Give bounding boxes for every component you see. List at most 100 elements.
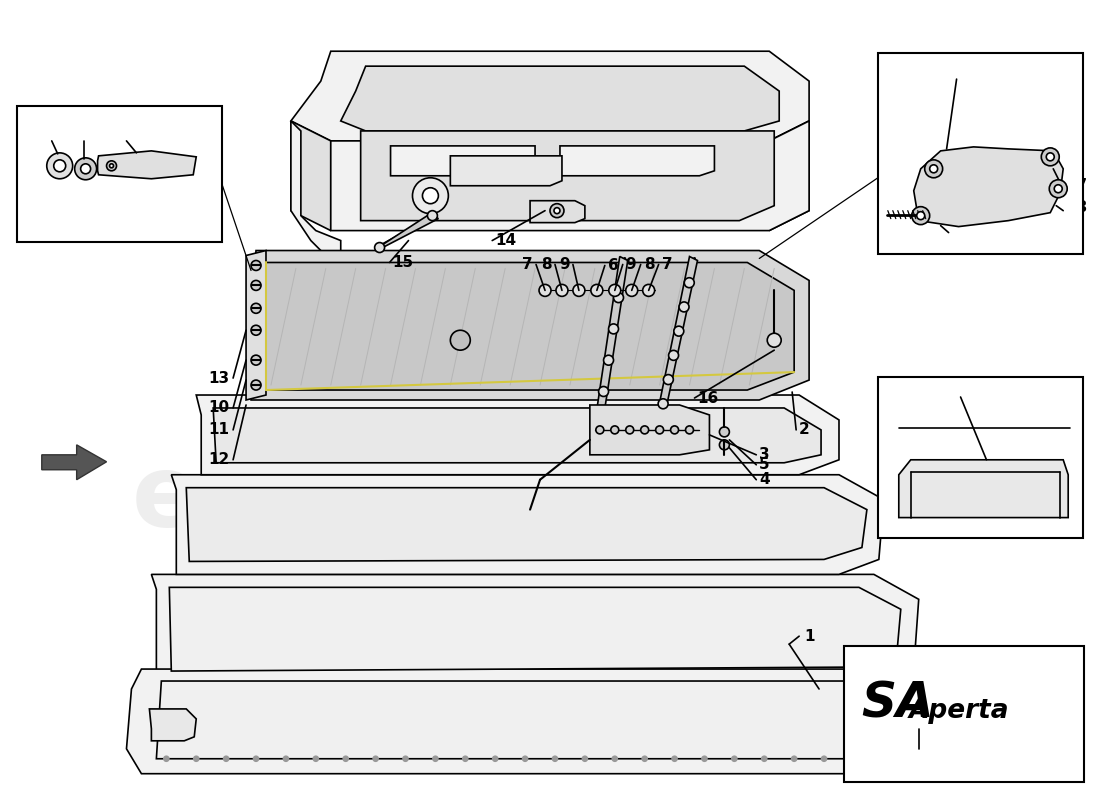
Text: 9: 9	[559, 257, 570, 272]
Circle shape	[702, 756, 707, 762]
Text: 15: 15	[393, 255, 414, 270]
Text: 19: 19	[944, 229, 965, 244]
Circle shape	[912, 206, 930, 225]
Circle shape	[762, 756, 767, 762]
Circle shape	[433, 756, 438, 762]
Circle shape	[375, 242, 385, 253]
Circle shape	[679, 302, 689, 312]
Circle shape	[642, 756, 647, 762]
Text: I POD: I POD	[948, 406, 1009, 426]
Circle shape	[539, 285, 551, 296]
Text: 7: 7	[661, 257, 672, 272]
Circle shape	[608, 285, 620, 296]
Polygon shape	[266, 262, 794, 390]
Polygon shape	[899, 460, 1068, 518]
Circle shape	[75, 158, 97, 180]
Polygon shape	[341, 66, 779, 131]
Circle shape	[916, 212, 925, 220]
Circle shape	[930, 165, 937, 173]
Circle shape	[314, 756, 318, 762]
Circle shape	[1042, 148, 1059, 166]
Text: Aperta: Aperta	[909, 698, 1010, 724]
Polygon shape	[246, 250, 266, 400]
Circle shape	[671, 426, 679, 434]
Text: 23: 23	[908, 747, 930, 762]
Text: 17: 17	[1066, 178, 1087, 194]
Text: 5: 5	[759, 458, 770, 472]
Circle shape	[54, 160, 66, 172]
Polygon shape	[656, 257, 697, 422]
Polygon shape	[290, 121, 331, 230]
Polygon shape	[290, 121, 341, 261]
Polygon shape	[196, 395, 839, 474]
Text: 3: 3	[759, 447, 770, 462]
Text: 24: 24	[948, 386, 970, 401]
FancyBboxPatch shape	[878, 377, 1084, 538]
Circle shape	[251, 355, 261, 365]
Circle shape	[284, 756, 288, 762]
Text: 2: 2	[799, 422, 810, 438]
Circle shape	[608, 324, 618, 334]
Circle shape	[674, 326, 684, 336]
Polygon shape	[169, 587, 901, 671]
Circle shape	[251, 281, 261, 290]
Circle shape	[253, 756, 258, 762]
Circle shape	[223, 756, 229, 762]
Text: 7: 7	[522, 257, 534, 272]
Circle shape	[550, 204, 564, 218]
Circle shape	[522, 756, 528, 762]
Polygon shape	[361, 131, 774, 221]
Circle shape	[604, 355, 614, 365]
Circle shape	[719, 427, 729, 437]
Polygon shape	[156, 681, 911, 758]
Polygon shape	[152, 574, 918, 684]
Polygon shape	[290, 51, 810, 141]
Circle shape	[556, 285, 568, 296]
Circle shape	[732, 756, 737, 762]
Text: SA: SA	[861, 680, 934, 728]
Circle shape	[463, 756, 467, 762]
Circle shape	[450, 330, 471, 350]
Polygon shape	[150, 709, 196, 741]
Text: 9: 9	[626, 257, 637, 272]
Text: 20: 20	[114, 130, 136, 145]
Polygon shape	[376, 214, 439, 249]
Polygon shape	[530, 201, 585, 222]
Circle shape	[47, 153, 73, 178]
Text: 1: 1	[804, 629, 815, 644]
Circle shape	[251, 326, 261, 335]
Text: 10: 10	[208, 401, 229, 415]
Circle shape	[251, 380, 261, 390]
Circle shape	[642, 285, 654, 296]
Circle shape	[684, 278, 694, 288]
Circle shape	[403, 756, 408, 762]
Polygon shape	[42, 445, 107, 480]
Circle shape	[640, 426, 649, 434]
Circle shape	[412, 178, 449, 214]
Text: 12: 12	[208, 452, 229, 467]
Circle shape	[373, 756, 378, 762]
Circle shape	[194, 756, 199, 762]
Circle shape	[1049, 180, 1067, 198]
Polygon shape	[560, 146, 714, 176]
Circle shape	[596, 426, 604, 434]
Text: 6: 6	[608, 258, 618, 273]
Circle shape	[573, 285, 585, 296]
Circle shape	[685, 426, 693, 434]
Circle shape	[251, 303, 261, 314]
Polygon shape	[769, 121, 810, 230]
Polygon shape	[914, 147, 1064, 226]
Text: 8: 8	[541, 257, 552, 272]
Circle shape	[626, 285, 638, 296]
Polygon shape	[596, 257, 628, 416]
Text: 22: 22	[74, 130, 96, 145]
Polygon shape	[172, 474, 883, 574]
Polygon shape	[450, 156, 562, 186]
Circle shape	[656, 426, 663, 434]
Text: 18: 18	[1066, 200, 1087, 215]
Circle shape	[851, 756, 857, 762]
Text: 11: 11	[208, 422, 229, 438]
Text: 4: 4	[759, 472, 770, 487]
Circle shape	[672, 756, 678, 762]
Polygon shape	[390, 146, 535, 176]
